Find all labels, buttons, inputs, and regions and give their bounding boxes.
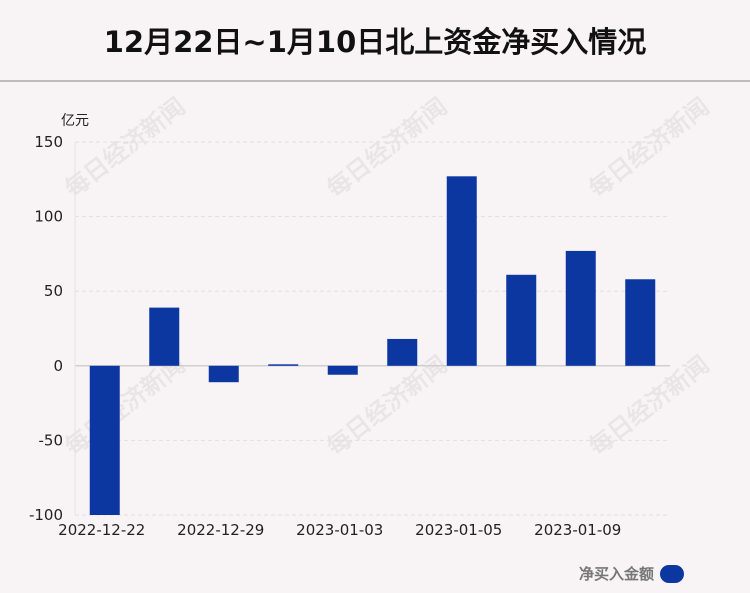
legend-label: 净买入金额 xyxy=(578,565,654,583)
legend-swatch xyxy=(660,564,684,583)
chart-title: 12月22日~1月10日北上资金净买入情况 xyxy=(103,25,647,59)
bar-2023-01-06 xyxy=(506,274,537,366)
x-tick-labels: 2022-12-22 2022-12-29 2023-01-03 2023-01-05… xyxy=(58,521,621,539)
legend: 净买入金额 xyxy=(579,563,684,584)
bar-2023-01-05 xyxy=(446,176,477,366)
y-tick-label: 50 xyxy=(44,282,63,300)
y-tick-labels: 150 100 50 0 -50 -100 xyxy=(29,133,63,524)
bar-2022-12-29 xyxy=(208,365,239,383)
x-tick-label: 2022-12-22 xyxy=(58,521,145,539)
x-tick-label: 2022-12-29 xyxy=(177,521,264,539)
gridlines xyxy=(74,141,670,516)
bar-2022-12-30 xyxy=(268,364,299,366)
y-tick-label: 0 xyxy=(53,357,63,375)
bar-2022-12-22 xyxy=(89,365,120,515)
bar-2022-12-23 xyxy=(149,307,180,366)
x-tick-label: 2023-01-09 xyxy=(534,521,621,539)
y-tick-label: 150 xyxy=(34,133,63,151)
y-tick-label: -100 xyxy=(29,506,63,524)
bar-2023-01-10 xyxy=(625,279,656,366)
watermark-text: 每日经济新闻 xyxy=(321,92,452,204)
bar-2023-01-09 xyxy=(565,250,596,366)
bars xyxy=(89,176,656,515)
y-tick-label: 100 xyxy=(34,208,63,226)
y-tick-label: -50 xyxy=(39,431,64,449)
bar-2023-01-03 xyxy=(327,365,358,375)
watermark-text: 每日经济新闻 xyxy=(583,92,714,204)
x-tick-label: 2023-01-05 xyxy=(415,521,502,539)
x-tick-label: 2023-01-03 xyxy=(296,521,383,539)
bar-2023-01-04 xyxy=(387,338,418,366)
watermark-text: 每日经济新闻 xyxy=(59,92,190,204)
title-divider xyxy=(0,80,750,82)
y-unit-label: 亿元 xyxy=(61,113,89,129)
